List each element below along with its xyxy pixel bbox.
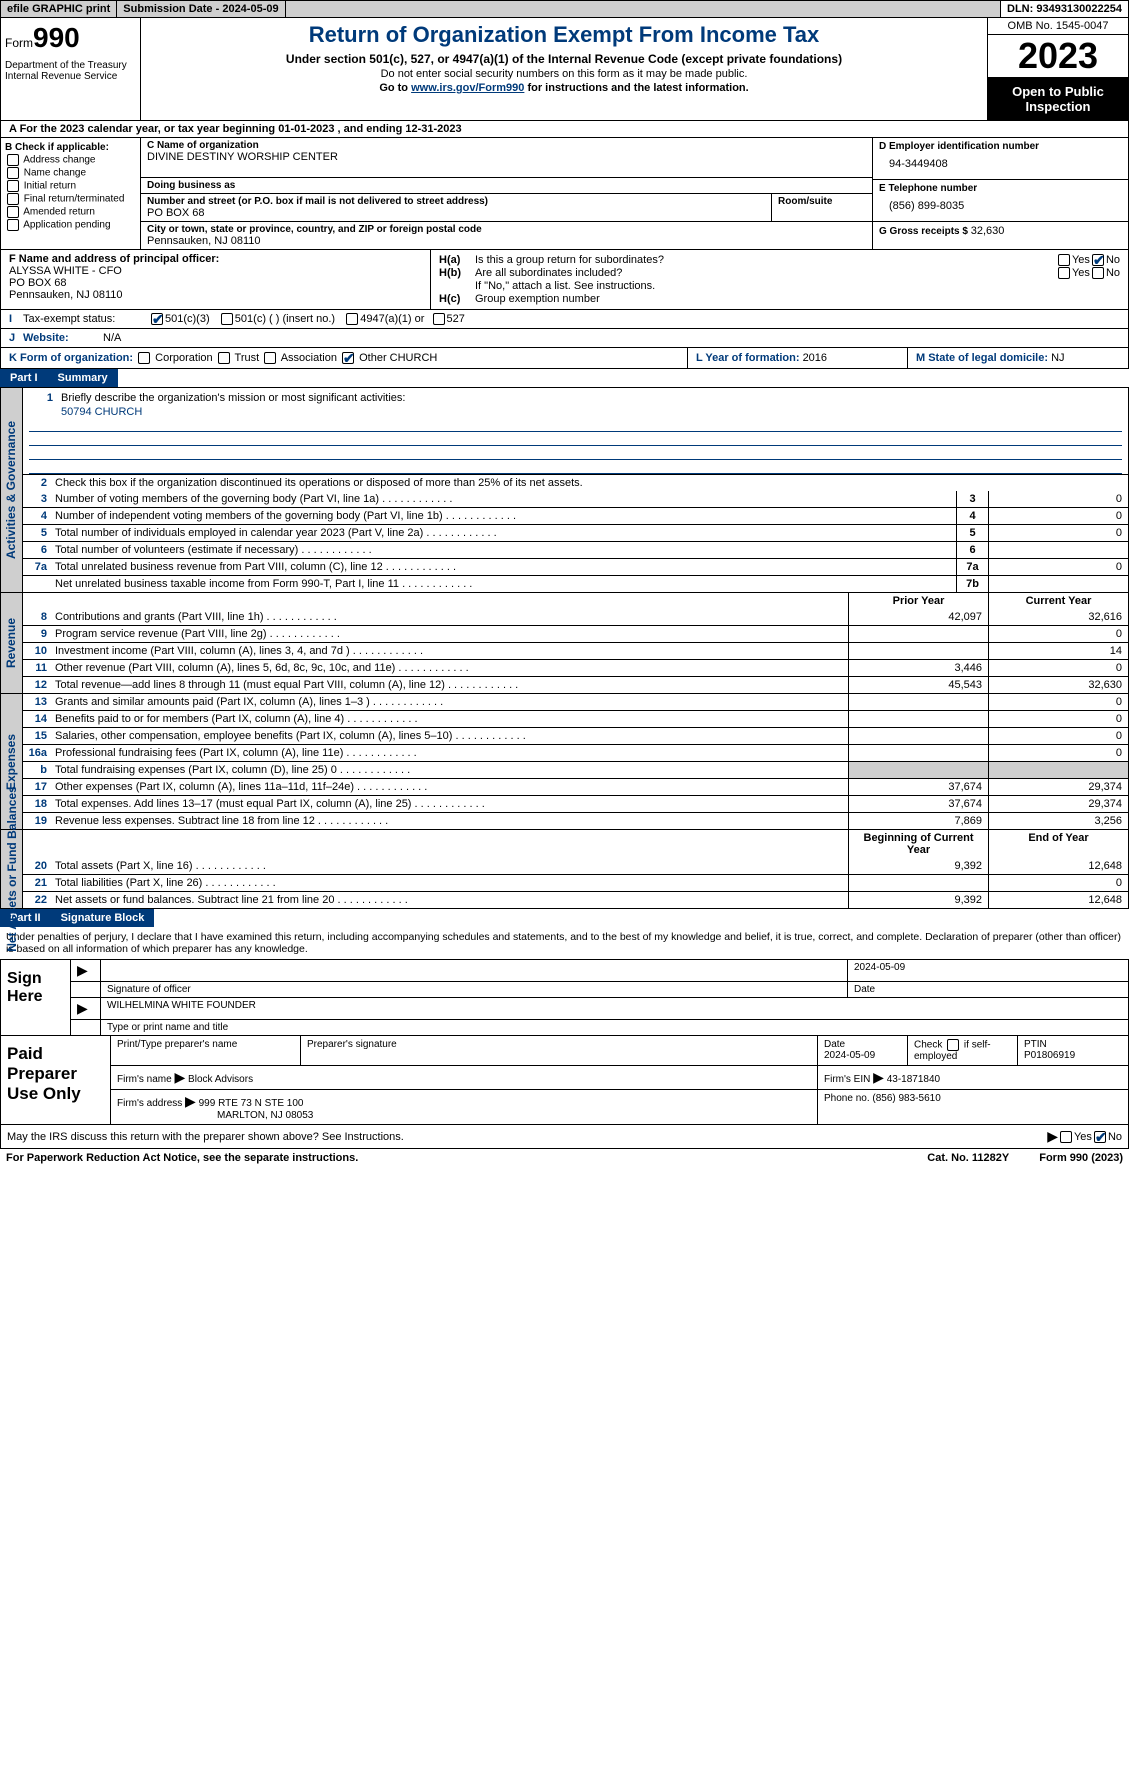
- discuss-no-checkbox[interactable]: [1094, 1131, 1106, 1143]
- 501c-checkbox[interactable]: [221, 313, 233, 325]
- form-number: Form990: [5, 22, 136, 54]
- 4947-checkbox[interactable]: [346, 313, 358, 325]
- officer-city: Pennsauken, NJ 08110: [9, 289, 422, 301]
- ptin: P01806919: [1024, 1050, 1075, 1061]
- 527-checkbox[interactable]: [433, 313, 445, 325]
- trust-checkbox[interactable]: [218, 352, 230, 364]
- subtitle-1: Under section 501(c), 527, or 4947(a)(1)…: [149, 52, 979, 66]
- 501c3-checkbox[interactable]: [151, 313, 163, 325]
- ein-value: 94-3449408: [879, 152, 1122, 176]
- section-bcd: B Check if applicable: Address change Na…: [0, 137, 1129, 250]
- officer-name: ALYSSA WHITE - CFO: [9, 265, 422, 277]
- firm-addr2: MARLTON, NJ 08053: [117, 1110, 313, 1121]
- hb-no-checkbox[interactable]: [1092, 267, 1104, 279]
- part2-header: Part II Signature Block: [0, 909, 1129, 927]
- row-j: J Website: N/A: [0, 329, 1129, 348]
- submission-date: Submission Date - 2024-05-09: [117, 1, 285, 17]
- assoc-checkbox[interactable]: [264, 352, 276, 364]
- discuss-row: May the IRS discuss this return with the…: [0, 1125, 1129, 1149]
- open-to-public: Open to Public Inspection: [988, 78, 1128, 120]
- discuss-yes-checkbox[interactable]: [1060, 1131, 1072, 1143]
- part1-header: Part I Summary: [0, 369, 1129, 387]
- subtitle-3: Go to www.irs.gov/Form990 for instructio…: [149, 82, 979, 94]
- c-name-label: C Name of organization: [147, 140, 866, 151]
- top-bar: efile GRAPHIC print Submission Date - 20…: [0, 0, 1129, 18]
- tax-year: 2023: [988, 35, 1128, 78]
- gross-receipts: G Gross receipts $ 32,630: [873, 222, 1128, 240]
- revenue-section: Revenue Prior YearCurrent Year 8Contribu…: [0, 593, 1129, 694]
- netassets-section: Net Assets or Fund Balances Beginning of…: [0, 830, 1129, 909]
- row-klm: K Form of organization: Corporation Trus…: [0, 348, 1129, 369]
- omb-number: OMB No. 1545-0047: [988, 18, 1128, 35]
- mission-text: 50794 CHURCH: [29, 406, 1122, 418]
- b-header: B Check if applicable:: [5, 142, 136, 153]
- row-fh: F Name and address of principal officer:…: [0, 250, 1129, 310]
- officer-name-title: WILHELMINA WHITE FOUNDER: [101, 998, 1128, 1019]
- ha-no-checkbox[interactable]: [1092, 254, 1104, 266]
- addr-label: Number and street (or P.O. box if mail i…: [147, 196, 765, 207]
- f-label: F Name and address of principal officer:: [9, 253, 422, 265]
- form-title: Return of Organization Exempt From Incom…: [149, 22, 979, 48]
- org-name: DIVINE DESTINY WORSHIP CENTER: [147, 151, 866, 163]
- corp-checkbox[interactable]: [138, 352, 150, 364]
- signature-declaration: Under penalties of perjury, I declare th…: [0, 927, 1129, 959]
- self-employed-checkbox[interactable]: [947, 1039, 959, 1051]
- expenses-section: Expenses 13Grants and similar amounts pa…: [0, 694, 1129, 830]
- room-label: Room/suite: [778, 196, 866, 207]
- org-address: PO BOX 68: [147, 207, 765, 219]
- firm-name: Block Advisors: [188, 1074, 253, 1085]
- governance-section: Activities & Governance 1Briefly describ…: [0, 387, 1129, 593]
- firm-addr1: 999 RTE 73 N STE 100: [199, 1098, 304, 1109]
- phone-label: E Telephone number: [879, 183, 1122, 194]
- ha-yes-checkbox[interactable]: [1058, 254, 1070, 266]
- city-label: City or town, state or province, country…: [147, 224, 866, 235]
- other-checkbox[interactable]: [342, 352, 354, 364]
- sign-block: Sign Here ▶2024-05-09 Signature of offic…: [0, 959, 1129, 1036]
- line-a: A For the 2023 calendar year, or tax yea…: [0, 121, 1129, 137]
- ein-label: D Employer identification number: [879, 141, 1122, 152]
- firm-ein: 43-1871840: [887, 1074, 940, 1085]
- officer-addr: PO BOX 68: [9, 277, 422, 289]
- dba-label: Doing business as: [147, 180, 866, 191]
- irs-link[interactable]: www.irs.gov/Form990: [411, 82, 524, 94]
- org-city: Pennsauken, NJ 08110: [147, 235, 866, 247]
- subtitle-2: Do not enter social security numbers on …: [149, 68, 979, 80]
- phone-value: (856) 899-8035: [879, 194, 1122, 218]
- hb-yes-checkbox[interactable]: [1058, 267, 1070, 279]
- firm-phone: (856) 983-5610: [872, 1093, 940, 1104]
- website-value: N/A: [103, 332, 121, 344]
- page-footer: For Paperwork Reduction Act Notice, see …: [0, 1149, 1129, 1167]
- paid-preparer-block: Paid Preparer Use Only Print/Type prepar…: [0, 1036, 1129, 1125]
- row-i: I Tax-exempt status: 501(c)(3) 501(c) ( …: [0, 310, 1129, 329]
- department: Department of the Treasury Internal Reve…: [5, 60, 136, 82]
- efile-label: efile GRAPHIC print: [1, 1, 117, 17]
- dln: DLN: 93493130022254: [1001, 1, 1128, 17]
- form-header: Form990 Department of the Treasury Inter…: [0, 18, 1129, 121]
